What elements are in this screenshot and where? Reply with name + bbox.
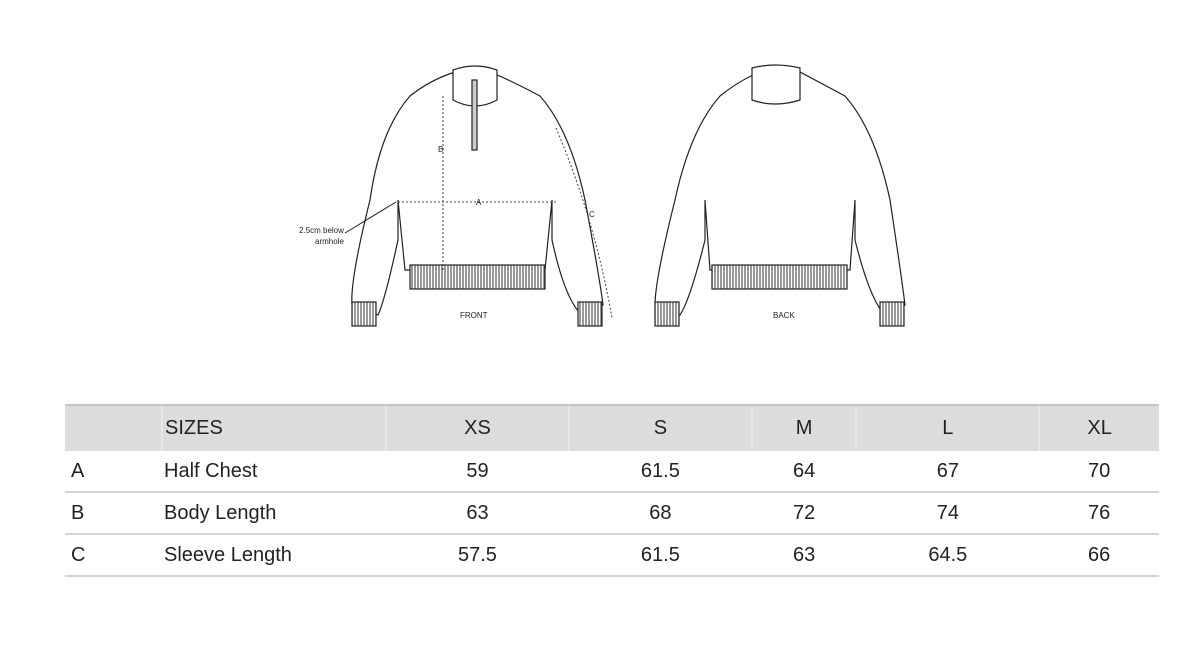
marker-b: B	[438, 145, 443, 154]
row-label: Body Length	[162, 492, 386, 535]
header-xs: XS	[385, 404, 569, 451]
cell: 63	[386, 492, 569, 535]
cell: 61.5	[568, 534, 752, 577]
back-label: BACK	[773, 311, 795, 320]
table-row: A Half Chest 59 61.5 64 67 70	[65, 451, 1159, 493]
row-key: A	[65, 451, 162, 493]
size-chart-table: SIZES XS S M L XL A Half Chest 59 61.5 6…	[65, 404, 1159, 577]
annotation-line1: 2.5cm below	[299, 226, 344, 235]
garment-illustration: B A C 2.5cm below armhole FRONT BACK	[299, 64, 906, 327]
row-label: Half Chest	[162, 451, 386, 493]
front-label: FRONT	[460, 311, 488, 320]
header-m: M	[750, 404, 857, 451]
cell: 64	[751, 451, 857, 493]
cell: 61.5	[568, 451, 752, 493]
cell: 76	[1039, 492, 1159, 535]
cell: 74	[856, 492, 1040, 535]
marker-c: C	[589, 210, 595, 219]
measure-lines	[398, 96, 613, 319]
cell: 59	[386, 451, 569, 493]
cell: 64.5	[856, 534, 1040, 577]
header-xl: XL	[1038, 404, 1159, 451]
table-row: B Body Length 63 68 72 74 76	[65, 492, 1159, 535]
annotation-line2: armhole	[315, 237, 344, 246]
annotation-pointer	[344, 201, 397, 234]
cell: 63	[751, 534, 857, 577]
cell: 67	[856, 451, 1040, 493]
header-sizes: SIZES	[161, 404, 386, 451]
row-key: B	[65, 492, 162, 535]
back-view	[654, 64, 906, 327]
cell: 70	[1039, 451, 1159, 493]
header-l: L	[855, 404, 1040, 451]
header-s: S	[567, 404, 752, 451]
table-row: C Sleeve Length 57.5 61.5 63 64.5 66	[65, 534, 1159, 577]
cell: 72	[751, 492, 857, 535]
row-key: C	[65, 534, 162, 577]
front-view	[351, 65, 604, 327]
table-header-row: SIZES XS S M L XL	[65, 404, 1159, 451]
cell: 57.5	[386, 534, 569, 577]
header-key	[65, 404, 162, 451]
marker-a: A	[476, 198, 482, 207]
row-label: Sleeve Length	[162, 534, 386, 577]
cell: 68	[568, 492, 752, 535]
cell: 66	[1039, 534, 1159, 577]
